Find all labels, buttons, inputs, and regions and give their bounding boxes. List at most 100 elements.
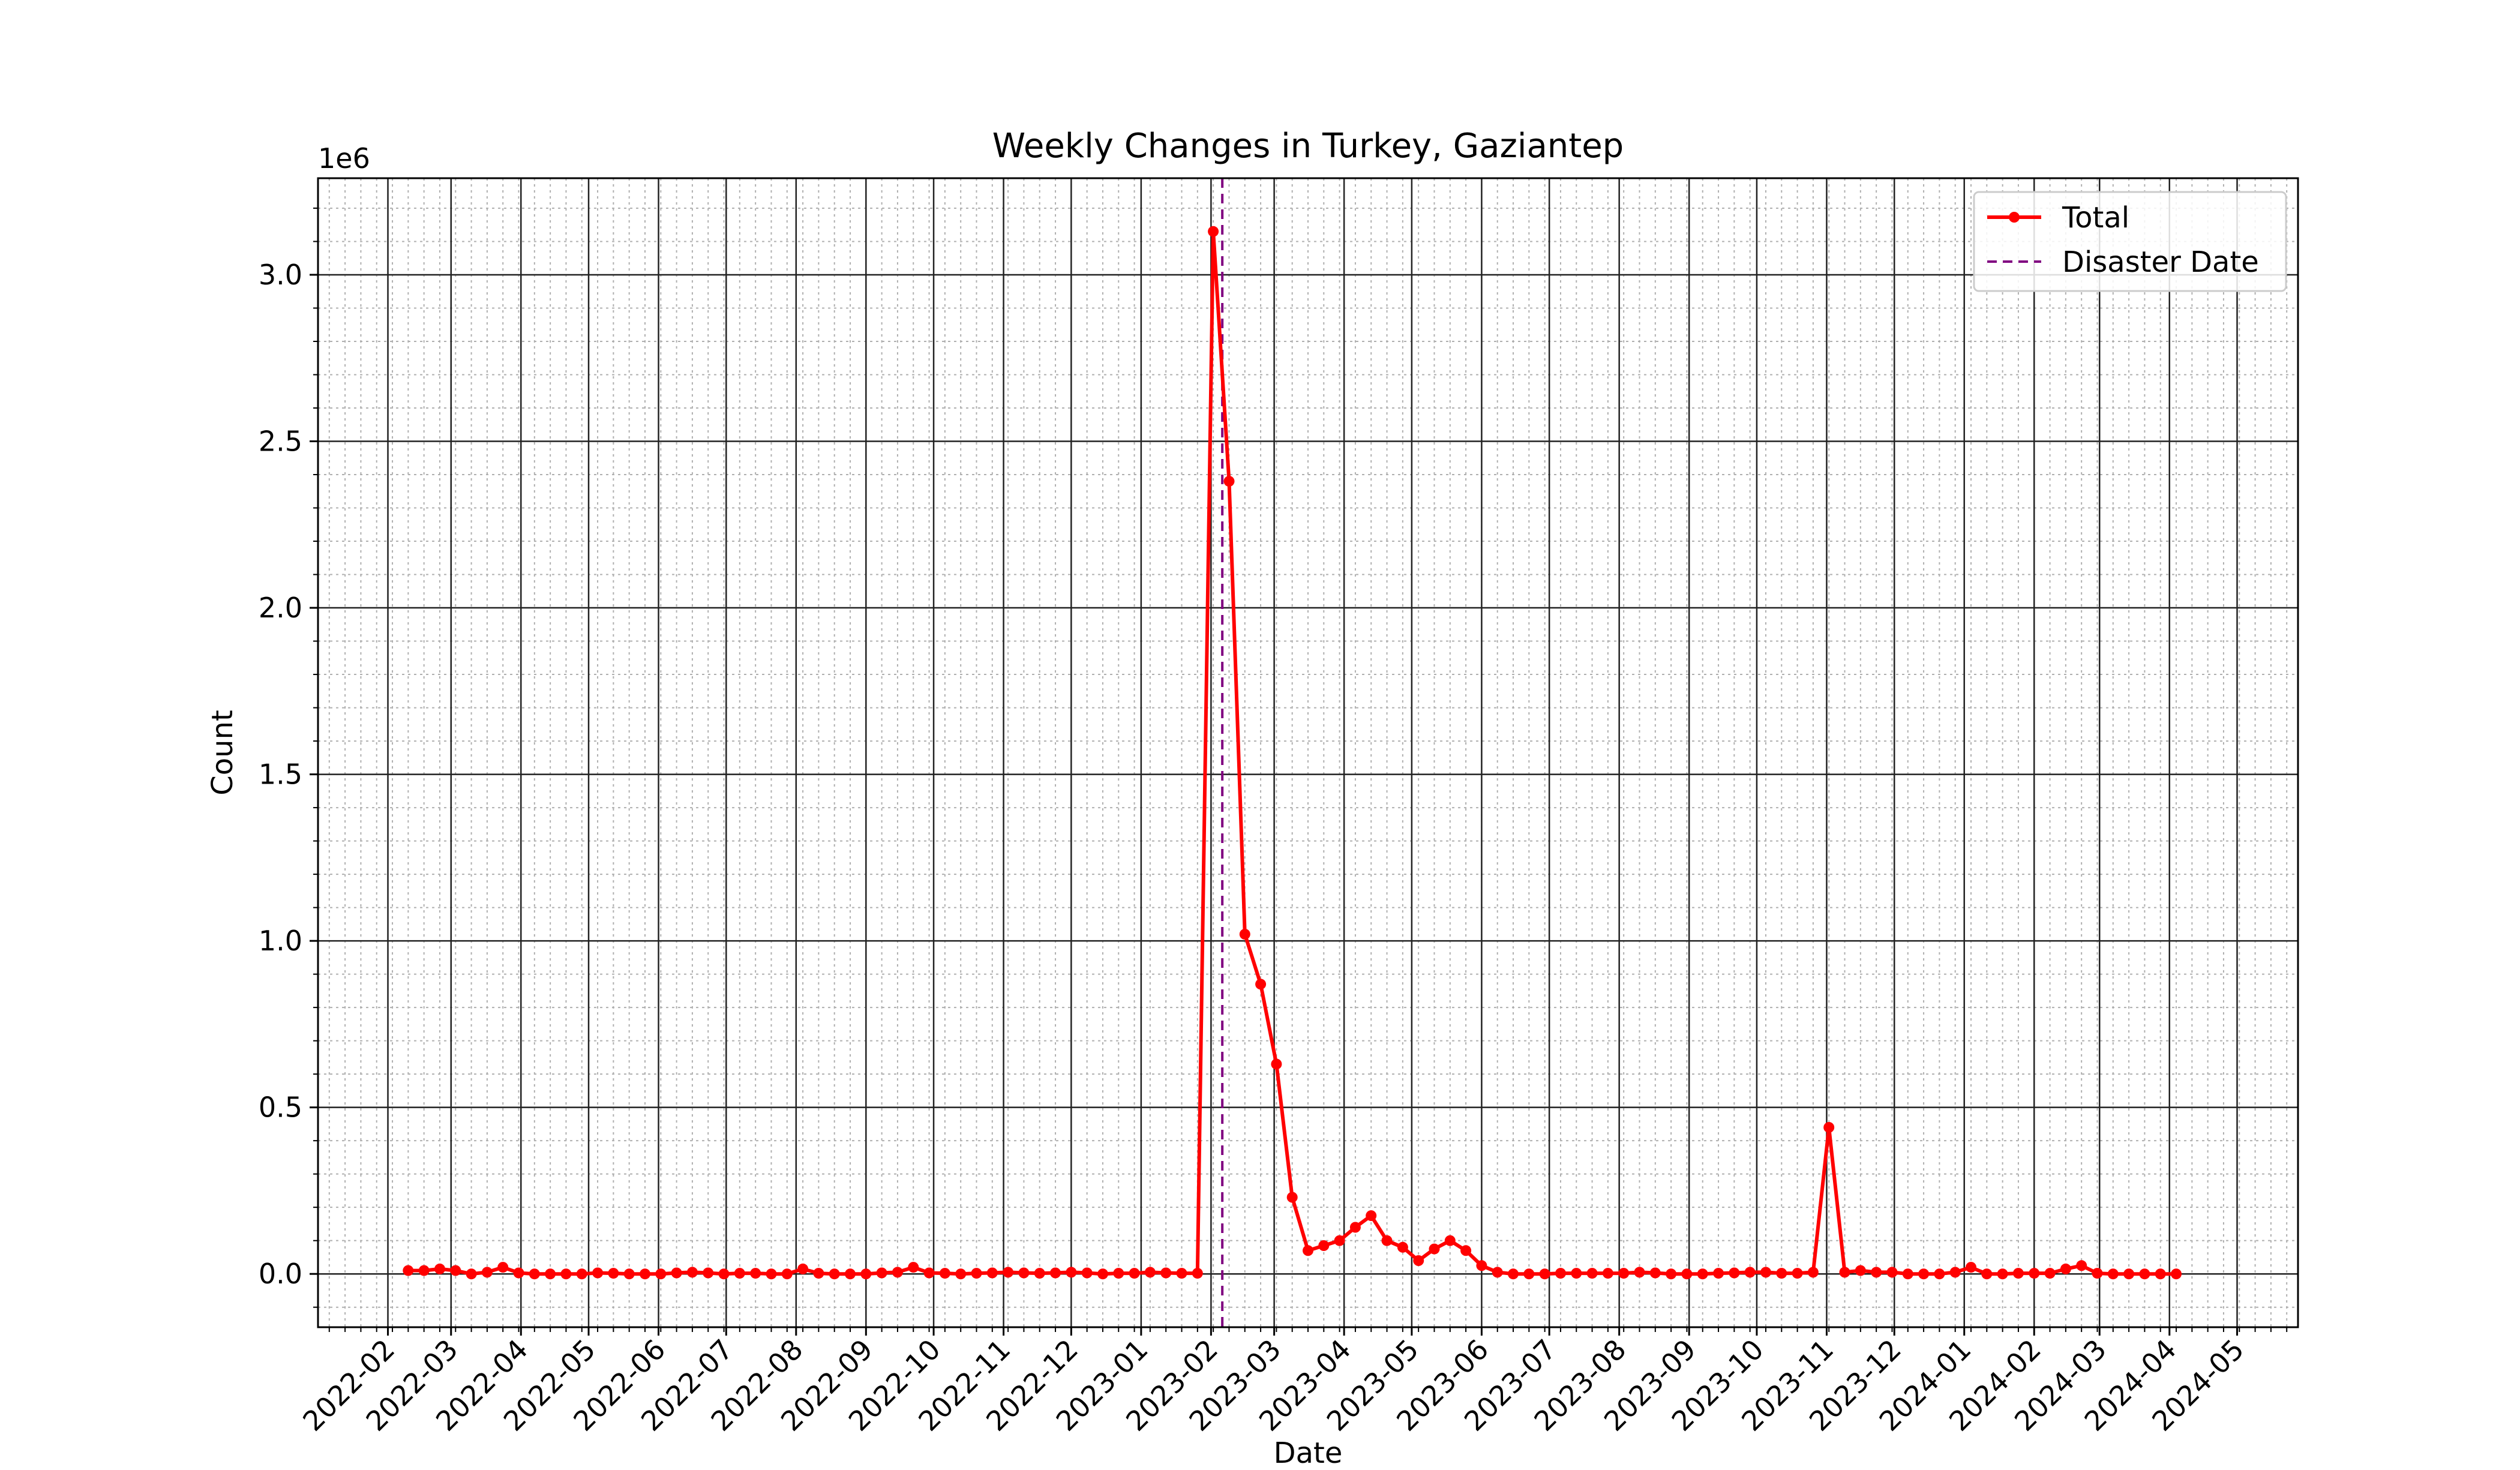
- data-point-total: [1886, 1267, 1898, 1278]
- y-tick-label: 1.5: [259, 758, 302, 791]
- data-point-total: [797, 1263, 809, 1274]
- data-point-total: [1397, 1241, 1408, 1253]
- legend-label-total: Total: [2062, 201, 2129, 235]
- data-point-total: [1697, 1268, 1708, 1280]
- data-point-total: [1934, 1268, 1945, 1280]
- data-point-total: [1776, 1268, 1787, 1279]
- data-point-total: [1050, 1267, 1061, 1279]
- data-point-total: [1634, 1267, 1645, 1278]
- data-point-total: [845, 1268, 856, 1280]
- data-point-total: [1192, 1268, 1203, 1279]
- data-point-total: [1713, 1268, 1724, 1279]
- data-point-total: [1429, 1243, 1440, 1255]
- data-point-total: [2171, 1268, 2182, 1280]
- data-point-total: [1286, 1192, 1298, 1203]
- data-point-total: [1255, 979, 1267, 990]
- data-point-total: [1571, 1268, 1582, 1279]
- data-point-total: [1523, 1268, 1535, 1280]
- data-point-total: [655, 1268, 667, 1280]
- data-point-total: [955, 1268, 967, 1280]
- data-point-total: [2123, 1268, 2135, 1280]
- data-point-total: [623, 1268, 635, 1280]
- data-point-total: [2012, 1268, 2024, 1279]
- data-point-total: [1444, 1235, 1456, 1246]
- data-point-total: [1997, 1268, 2008, 1280]
- data-point-total: [718, 1268, 730, 1280]
- data-point-total: [1413, 1255, 1424, 1266]
- data-point-total: [1760, 1267, 1771, 1278]
- data-point-total: [876, 1267, 887, 1279]
- y-tick-label: 0.5: [259, 1091, 302, 1124]
- data-point-total: [1966, 1262, 1976, 1273]
- data-point-total: [686, 1267, 698, 1278]
- data-point-total: [418, 1265, 430, 1276]
- data-point-total: [971, 1268, 982, 1279]
- data-point-total: [1555, 1268, 1566, 1279]
- data-point-total: [1902, 1268, 1913, 1280]
- data-point-total: [1823, 1122, 1835, 1133]
- major-grid: [318, 178, 2298, 1327]
- data-point-total: [1208, 226, 1219, 237]
- legend: Total Disaster Date: [1973, 191, 2287, 292]
- data-point-total: [829, 1268, 840, 1280]
- data-point-total: [513, 1267, 524, 1279]
- y-tick-label: 2.0: [259, 592, 302, 624]
- data-point-total: [1949, 1267, 1961, 1278]
- data-point-total: [2155, 1268, 2166, 1280]
- series-layer: [403, 226, 2182, 1280]
- data-point-total: [1303, 1245, 1313, 1256]
- data-point-total: [1018, 1267, 1030, 1279]
- ticks-layer: [310, 207, 2288, 1336]
- data-point-total: [450, 1265, 461, 1276]
- data-point-total: [750, 1268, 761, 1279]
- chart-title: Weekly Changes in Turkey, Gaziantep: [992, 127, 1624, 166]
- data-point-total: [986, 1267, 998, 1279]
- data-point-total: [1649, 1267, 1661, 1279]
- data-point-total: [1744, 1267, 1756, 1278]
- data-point-total: [939, 1268, 950, 1279]
- data-point-total: [1129, 1268, 1140, 1279]
- data-point-total: [1176, 1268, 1187, 1279]
- data-point-total: [1839, 1267, 1850, 1278]
- data-point-total: [2107, 1268, 2119, 1280]
- y-exponent-label: 1e6: [318, 142, 370, 175]
- data-point-total: [2044, 1268, 2056, 1279]
- data-point-total: [1539, 1268, 1550, 1280]
- data-point-total: [1349, 1222, 1361, 1233]
- data-point-total: [1081, 1267, 1093, 1279]
- data-point-total: [403, 1265, 414, 1276]
- data-point-total: [1666, 1268, 1677, 1280]
- data-point-total: [2060, 1263, 2071, 1274]
- data-point-total: [734, 1268, 745, 1279]
- y-tick-label: 2.5: [259, 425, 302, 458]
- legend-label-disaster: Disaster Date: [2062, 245, 2259, 279]
- x-axis-label: Date: [1274, 1436, 1343, 1470]
- data-point-total: [908, 1262, 919, 1273]
- y-tick-label: 0.0: [259, 1258, 302, 1290]
- data-point-total: [1871, 1267, 1882, 1278]
- data-point-total: [1602, 1268, 1613, 1279]
- data-point-total: [1034, 1268, 1045, 1279]
- data-point-total: [1508, 1268, 1519, 1280]
- data-point-total: [1918, 1268, 1930, 1280]
- data-point-total: [766, 1268, 777, 1280]
- y-tick-label: 3.0: [259, 259, 302, 291]
- data-point-total: [1618, 1268, 1630, 1279]
- data-point-total: [1381, 1235, 1393, 1246]
- data-point-total: [1271, 1058, 1282, 1070]
- y-axis-label: Count: [206, 710, 239, 796]
- data-point-total: [1144, 1267, 1156, 1278]
- data-point-total: [640, 1268, 650, 1280]
- legend-box: [1973, 191, 2287, 292]
- data-point-total: [813, 1268, 824, 1279]
- data-point-total: [1492, 1267, 1503, 1278]
- data-point-total: [1366, 1210, 1377, 1222]
- data-point-total: [923, 1267, 935, 1279]
- data-point-total: [1066, 1267, 1077, 1278]
- y-tick-labels: 0.0 0.5 1.0 1.5 2.0 2.5 3.0: [259, 259, 302, 1290]
- data-point-total: [1003, 1267, 1014, 1278]
- data-point-total: [1097, 1268, 1108, 1280]
- data-point-total: [481, 1267, 493, 1278]
- data-point-total: [466, 1268, 477, 1280]
